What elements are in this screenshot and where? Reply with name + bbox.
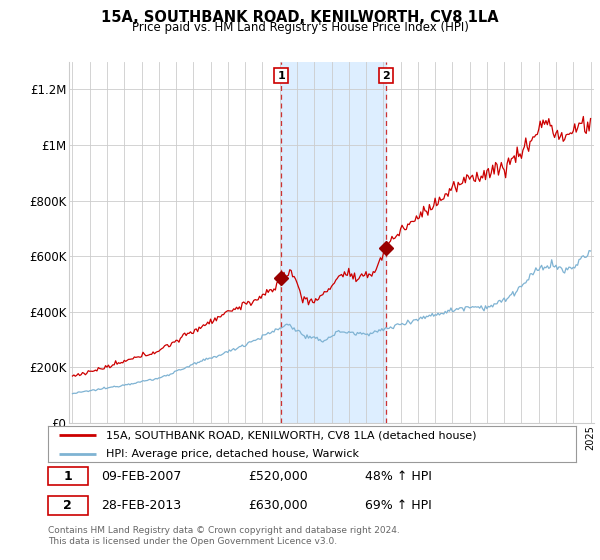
Text: 2: 2 [64,499,72,512]
Text: 1: 1 [277,71,285,81]
FancyBboxPatch shape [48,466,88,486]
Text: 1: 1 [64,469,72,483]
Text: 2: 2 [382,71,390,81]
Text: HPI: Average price, detached house, Warwick: HPI: Average price, detached house, Warw… [106,449,359,459]
Text: £520,000: £520,000 [248,469,308,483]
Text: 48% ↑ HPI: 48% ↑ HPI [365,469,431,483]
Text: £630,000: £630,000 [248,499,308,512]
Text: 69% ↑ HPI: 69% ↑ HPI [365,499,431,512]
FancyBboxPatch shape [48,496,88,515]
Text: Contains HM Land Registry data © Crown copyright and database right 2024.
This d: Contains HM Land Registry data © Crown c… [48,526,400,546]
Text: 09-FEB-2007: 09-FEB-2007 [101,469,181,483]
Text: 15A, SOUTHBANK ROAD, KENILWORTH, CV8 1LA: 15A, SOUTHBANK ROAD, KENILWORTH, CV8 1LA [101,10,499,25]
Text: 28-FEB-2013: 28-FEB-2013 [101,499,181,512]
Text: 15A, SOUTHBANK ROAD, KENILWORTH, CV8 1LA (detached house): 15A, SOUTHBANK ROAD, KENILWORTH, CV8 1LA… [106,431,476,440]
Bar [281,62,386,423]
Text: Price paid vs. HM Land Registry's House Price Index (HPI): Price paid vs. HM Land Registry's House … [131,21,469,34]
